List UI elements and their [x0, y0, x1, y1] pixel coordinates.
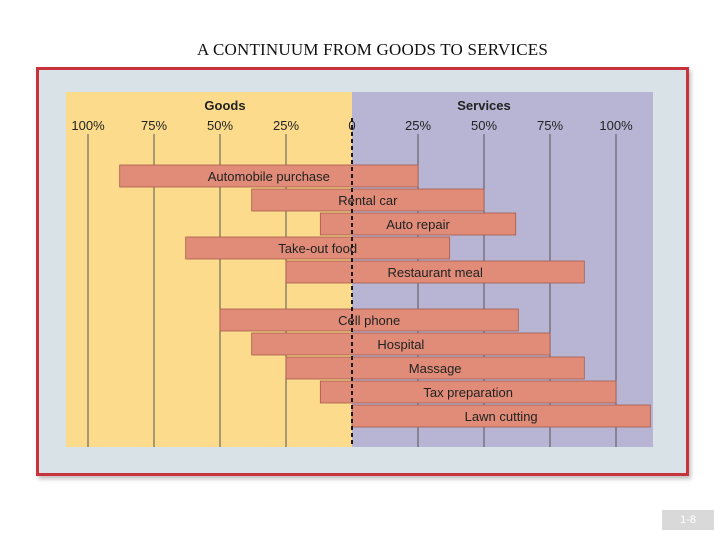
bar	[185, 236, 451, 260]
goods-header: Goods	[204, 98, 245, 113]
x-tick-label: 75%	[141, 118, 167, 133]
bar	[285, 260, 585, 284]
x-tick-label: 25%	[405, 118, 431, 133]
bar-label: Auto repair	[386, 217, 450, 232]
slide-number: 1-8	[662, 510, 714, 530]
bar-label: Automobile purchase	[208, 169, 330, 184]
bar-label: Restaurant meal	[387, 265, 482, 280]
bar-label: Take-out food	[278, 241, 357, 256]
bar	[285, 356, 585, 380]
bar	[319, 212, 517, 236]
bar	[251, 332, 551, 356]
slide-title: A CONTINUUM FROM GOODS TO SERVICES	[196, 40, 548, 59]
x-tick-label: 75%	[537, 118, 563, 133]
x-tick-label: 100%	[599, 118, 633, 133]
x-tick-label: 100%	[71, 118, 105, 133]
bar-label: Hospital	[377, 337, 424, 352]
x-tick-label: 25%	[273, 118, 299, 133]
x-tick-label: 50%	[207, 118, 233, 133]
bar-label: Cell phone	[338, 313, 400, 328]
bar-label: Rental car	[338, 193, 398, 208]
bar	[119, 164, 419, 188]
bar	[319, 380, 617, 404]
bar	[251, 188, 485, 212]
bar-label: Massage	[409, 361, 462, 376]
bar-label: Tax preparation	[423, 385, 513, 400]
bar	[219, 308, 519, 332]
services-header: Services	[457, 98, 511, 113]
x-tick-label: 50%	[471, 118, 497, 133]
bar-label: Lawn cutting	[465, 409, 538, 424]
